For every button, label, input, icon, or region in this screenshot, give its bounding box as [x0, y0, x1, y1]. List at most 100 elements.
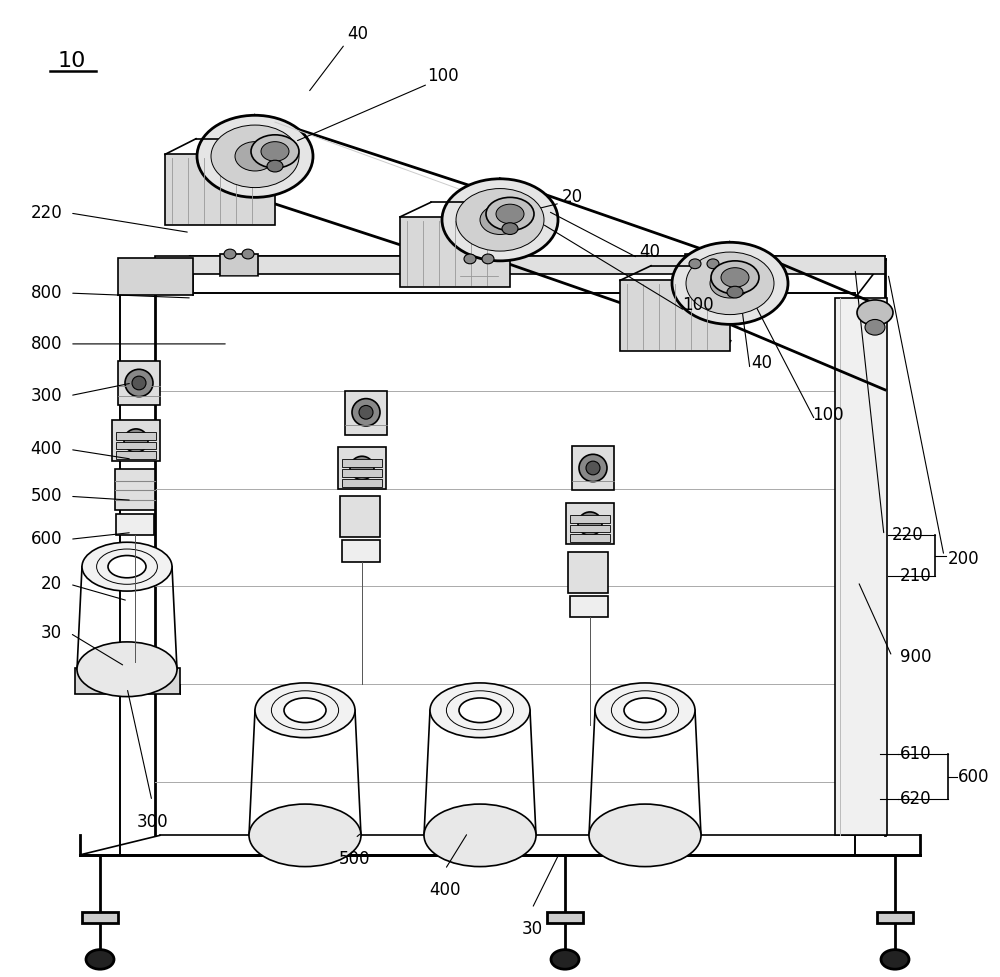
Bar: [165, 154, 275, 225]
Text: 40: 40: [752, 355, 772, 372]
Ellipse shape: [595, 683, 695, 738]
Ellipse shape: [710, 269, 750, 298]
Bar: [342, 459, 382, 467]
Ellipse shape: [284, 698, 326, 723]
Bar: [620, 280, 730, 351]
Ellipse shape: [108, 556, 146, 577]
Bar: [116, 451, 156, 459]
Ellipse shape: [486, 197, 534, 231]
Bar: [338, 447, 386, 488]
Bar: [342, 469, 382, 477]
Bar: [547, 912, 583, 923]
Bar: [118, 258, 193, 295]
Ellipse shape: [197, 115, 313, 197]
Text: 20: 20: [561, 189, 583, 206]
Text: 220: 220: [892, 527, 924, 544]
Text: 500: 500: [30, 488, 62, 505]
Bar: [685, 254, 723, 276]
Bar: [400, 217, 510, 287]
Text: 900: 900: [900, 648, 932, 665]
Ellipse shape: [430, 683, 530, 738]
Text: 600: 600: [30, 531, 62, 548]
Text: 30: 30: [41, 624, 62, 642]
Bar: [570, 515, 610, 523]
Bar: [116, 432, 156, 440]
Text: 100: 100: [427, 67, 459, 85]
Ellipse shape: [865, 319, 885, 335]
Text: 40: 40: [348, 25, 368, 43]
Text: 210: 210: [900, 568, 932, 585]
Ellipse shape: [86, 950, 114, 969]
Bar: [877, 912, 913, 923]
Text: 400: 400: [429, 881, 461, 899]
Text: 620: 620: [900, 790, 932, 808]
Ellipse shape: [857, 300, 893, 325]
Bar: [116, 442, 156, 449]
Bar: [220, 254, 258, 276]
Text: 30: 30: [521, 920, 543, 938]
Bar: [570, 596, 608, 617]
Bar: [570, 534, 610, 542]
Bar: [115, 469, 155, 510]
Text: 800: 800: [30, 335, 62, 353]
Ellipse shape: [424, 804, 536, 867]
Ellipse shape: [132, 376, 146, 390]
Ellipse shape: [711, 261, 759, 294]
Ellipse shape: [586, 461, 600, 475]
Bar: [570, 525, 610, 532]
Ellipse shape: [224, 249, 236, 259]
Ellipse shape: [352, 399, 380, 426]
Ellipse shape: [77, 642, 177, 697]
Ellipse shape: [579, 454, 607, 482]
Ellipse shape: [689, 259, 701, 269]
Ellipse shape: [235, 142, 275, 171]
Ellipse shape: [589, 804, 701, 867]
Bar: [118, 361, 160, 405]
Text: 300: 300: [30, 387, 62, 404]
Ellipse shape: [459, 698, 501, 723]
Ellipse shape: [249, 804, 361, 867]
Text: 600: 600: [958, 768, 990, 786]
Bar: [112, 420, 160, 461]
Bar: [116, 514, 154, 535]
Bar: [572, 446, 614, 490]
Text: 500: 500: [339, 850, 371, 868]
Bar: [345, 391, 387, 435]
Ellipse shape: [456, 189, 544, 251]
Ellipse shape: [707, 259, 719, 269]
Ellipse shape: [686, 252, 774, 315]
Ellipse shape: [350, 456, 374, 480]
Ellipse shape: [261, 142, 289, 161]
Ellipse shape: [881, 950, 909, 969]
Bar: [155, 256, 885, 274]
Bar: [340, 496, 380, 537]
Text: 220: 220: [30, 204, 62, 222]
Ellipse shape: [624, 698, 666, 723]
Ellipse shape: [496, 204, 524, 224]
Ellipse shape: [359, 405, 373, 419]
Ellipse shape: [480, 205, 520, 234]
Ellipse shape: [211, 125, 299, 188]
Text: 300: 300: [136, 813, 168, 830]
Bar: [460, 254, 498, 276]
Bar: [82, 912, 118, 923]
Ellipse shape: [124, 429, 148, 452]
Ellipse shape: [727, 286, 743, 298]
Ellipse shape: [125, 369, 153, 397]
Ellipse shape: [255, 683, 355, 738]
Text: 400: 400: [30, 441, 62, 458]
Ellipse shape: [242, 249, 254, 259]
Ellipse shape: [267, 160, 283, 172]
Ellipse shape: [482, 254, 494, 264]
Ellipse shape: [251, 135, 299, 168]
Text: 800: 800: [30, 284, 62, 302]
Bar: [342, 479, 382, 487]
Ellipse shape: [551, 950, 579, 969]
Text: 100: 100: [812, 406, 844, 424]
Bar: [75, 668, 180, 694]
Ellipse shape: [442, 179, 558, 261]
Ellipse shape: [502, 223, 518, 234]
Bar: [566, 503, 614, 544]
Text: 40: 40: [640, 243, 660, 261]
Bar: [835, 298, 887, 835]
